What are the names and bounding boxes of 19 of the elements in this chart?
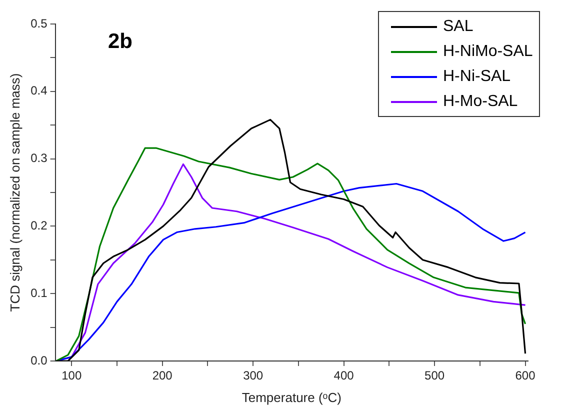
legend-label: H-Mo-SAL <box>443 92 518 112</box>
y-tick-label: 0.2 <box>30 218 48 233</box>
y-tick-label: 0.1 <box>30 286 48 300</box>
x-tick-label: 200 <box>152 368 173 383</box>
y-axis-title: TCD signal (normalized on sample mass) <box>7 73 22 312</box>
x-tick-label: 500 <box>424 368 445 383</box>
legend-label: H-Ni-SAL <box>443 67 511 87</box>
y-tick-label: 0.4 <box>30 84 48 98</box>
x-tick-label: 400 <box>334 368 354 383</box>
y-tick-label: 0.0 <box>30 353 48 368</box>
x-tick-label: 600 <box>515 368 536 383</box>
x-tick-label: 300 <box>243 368 264 383</box>
annotation: 2b <box>108 30 133 54</box>
legend-label: H-NiMo-SAL <box>443 42 533 62</box>
x-tick-label: 100 <box>62 368 82 383</box>
legend-label: SAL <box>443 17 474 37</box>
y-tick-label: 0.5 <box>30 16 48 30</box>
x-axis-title: Temperature (ᵒC) <box>242 390 342 405</box>
y-tick-label: 0.3 <box>30 151 48 166</box>
